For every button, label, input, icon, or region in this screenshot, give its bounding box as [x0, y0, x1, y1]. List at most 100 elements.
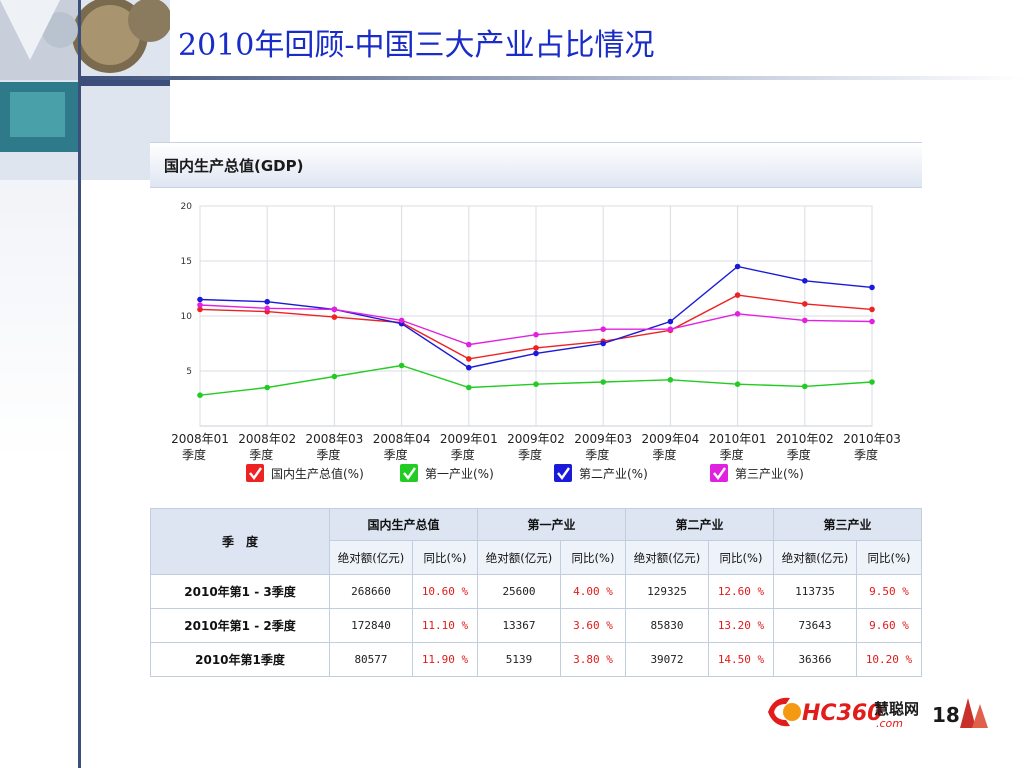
row-label: 2010年第1季度	[150, 642, 330, 677]
legend-checkbox-icon	[246, 464, 264, 482]
group-header-primary: 第一产业	[477, 508, 626, 541]
data-point	[802, 301, 808, 307]
data-point	[802, 278, 808, 284]
x-tick-label: 2008年01	[171, 432, 229, 446]
cell-value: 80577	[329, 642, 413, 677]
cell-value: 5139	[477, 642, 561, 677]
x-tick-sublabel: 季度	[384, 447, 408, 462]
data-point	[466, 364, 472, 371]
cell-value: 36366	[773, 642, 857, 677]
abs-header: 绝对额(亿元)	[329, 540, 413, 575]
hc360-logo: HC360 慧聪网 .com 18	[764, 692, 996, 732]
abs-header: 绝对额(亿元)	[477, 540, 561, 575]
x-tick-label: 2010年03	[843, 432, 901, 446]
data-point	[734, 263, 741, 270]
data-point	[264, 305, 270, 312]
cell-value: 4.00 %	[560, 574, 626, 609]
x-tick-sublabel: 季度	[720, 447, 744, 462]
x-tick-label: 2010年02	[776, 432, 834, 446]
data-point	[533, 381, 539, 387]
data-point	[264, 384, 270, 391]
x-tick-label: 2008年02	[238, 432, 296, 446]
x-tick-sublabel: 季度	[451, 447, 475, 462]
data-point	[802, 317, 808, 324]
cell-value: 12.60 %	[708, 574, 774, 609]
data-point	[197, 302, 203, 308]
cell-value: 73643	[773, 608, 857, 643]
x-tick-label: 2008年03	[305, 432, 363, 446]
cell-value: 10.20 %	[856, 642, 922, 677]
vertical-rule	[78, 0, 81, 768]
panel-header: 国内生产总值(GDP)	[150, 142, 922, 188]
x-tick-label: 2009年01	[440, 432, 498, 446]
data-point	[869, 306, 875, 313]
data-point	[667, 318, 674, 325]
x-tick-label: 2009年04	[641, 432, 699, 446]
table-row: 2010年第1季度 80577 11.90 % 5139 3.80 % 3907…	[150, 642, 922, 677]
legend-check-icon	[557, 467, 570, 481]
table-row: 2010年第1 - 2季度 172840 11.10 % 13367 3.60 …	[150, 608, 922, 643]
cell-value: 9.50 %	[856, 574, 922, 609]
row-label: 2010年第1 - 3季度	[150, 574, 330, 609]
cell-value: 11.90 %	[412, 642, 478, 677]
table-row: 2010年第1 - 3季度 268660 10.60 % 25600 4.00 …	[150, 574, 922, 609]
x-tick-sublabel: 季度	[249, 447, 273, 462]
cell-value: 3.80 %	[560, 642, 626, 677]
data-point	[600, 379, 606, 385]
cell-value: 13.20 %	[708, 608, 774, 643]
data-point	[667, 326, 674, 332]
cell-value: 11.10 %	[412, 608, 478, 643]
x-tick-sublabel: 季度	[585, 447, 609, 462]
legend-check-icon	[713, 467, 726, 481]
season-header: 季 度	[150, 508, 330, 575]
gdp-panel: 国内生产总值(GDP) 5 10 15 20 2008年01 季度 2008年02 季度 200…	[150, 142, 922, 682]
y-tick-label: 20	[181, 202, 193, 212]
cell-value: 39072	[625, 642, 709, 677]
cell-value: 129325	[625, 574, 709, 609]
data-point	[533, 350, 539, 357]
x-tick-sublabel: 季度	[652, 447, 676, 462]
data-point	[734, 381, 741, 387]
legend-checkbox-icon	[400, 464, 418, 482]
data-point	[398, 362, 405, 369]
cell-value: 113735	[773, 574, 857, 609]
yoy-header: 同比(%)	[560, 540, 626, 575]
data-point	[466, 341, 472, 348]
y-tick-label: 5	[186, 367, 192, 377]
x-tick-label: 2008年04	[373, 432, 431, 446]
x-tick-sublabel: 季度	[787, 447, 811, 462]
legend-label: 国内生产总值(%)	[271, 466, 364, 481]
y-tick-label: 15	[181, 257, 192, 267]
corner-photo-decoration	[0, 0, 170, 180]
slide-title: 2010年回顾-中国三大产业占比情况	[178, 28, 655, 63]
legend-label: 第三产业(%)	[735, 467, 804, 481]
gdp-data-table: 季 度 国内生产总值 第一产业 第二产业 第三产业 绝对额(亿元) 同比(%) …	[150, 508, 922, 677]
data-point	[264, 298, 270, 305]
data-point	[869, 379, 875, 385]
data-point	[197, 296, 203, 303]
cell-value: 14.50 %	[708, 642, 774, 677]
data-point	[533, 345, 539, 351]
data-point	[466, 384, 472, 391]
panel-title: 国内生产总值(GDP)	[164, 157, 304, 175]
data-point	[197, 392, 203, 398]
data-point	[667, 377, 674, 383]
x-tick-sublabel: 季度	[316, 447, 340, 462]
cell-value: 3.60 %	[560, 608, 626, 643]
yoy-header: 同比(%)	[708, 540, 774, 575]
logo-number: 18	[932, 703, 960, 727]
x-tick-label: 2009年02	[507, 432, 565, 446]
cell-value: 172840	[329, 608, 413, 643]
logo-sub: .com	[876, 717, 903, 730]
row-label: 2010年第1 - 2季度	[150, 608, 330, 643]
cell-value: 85830	[625, 608, 709, 643]
data-point	[869, 318, 875, 325]
cell-value: 10.60 %	[412, 574, 478, 609]
logo-text: HC360	[802, 701, 882, 726]
gdp-line-chart: 51015202008年01季度2008年02季度2008年03季度2008年0…	[171, 202, 901, 482]
group-header-gdp: 国内生产总值	[329, 508, 478, 541]
horizontal-rule	[80, 76, 1024, 80]
logo-suffix: 慧聪网	[874, 700, 919, 718]
yoy-header: 同比(%)	[412, 540, 478, 575]
data-point	[533, 331, 539, 338]
